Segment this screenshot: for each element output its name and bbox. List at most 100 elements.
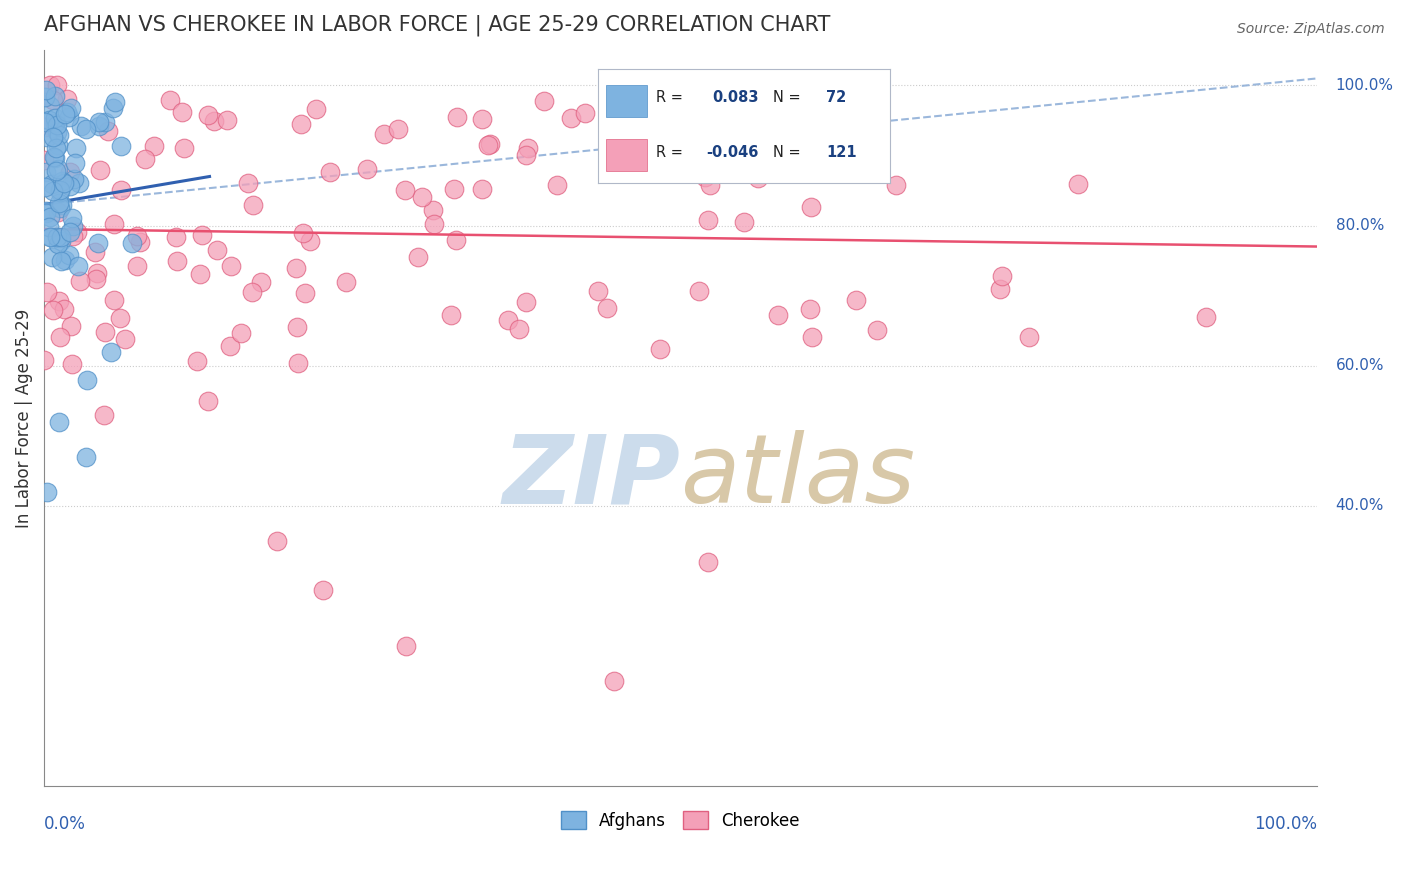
Point bbox=[67, 176, 90, 190]
Point bbox=[44, 151, 66, 165]
Point bbox=[205, 244, 228, 258]
Point bbox=[395, 639, 418, 653]
Point bbox=[42, 302, 65, 317]
Point bbox=[34, 115, 56, 129]
Point bbox=[56, 93, 79, 107]
Text: Source: ZipAtlas.com: Source: ZipAtlas.com bbox=[1237, 22, 1385, 37]
Point bbox=[34, 89, 56, 103]
Point bbox=[287, 356, 309, 370]
Point bbox=[46, 237, 69, 252]
Point bbox=[219, 260, 242, 274]
Point bbox=[215, 113, 238, 128]
Point bbox=[62, 229, 84, 244]
Point bbox=[533, 95, 555, 109]
Point bbox=[1067, 177, 1090, 191]
Point bbox=[87, 115, 110, 129]
Point bbox=[747, 170, 769, 185]
Point bbox=[373, 128, 395, 142]
Point bbox=[39, 210, 62, 224]
Point bbox=[634, 160, 657, 174]
Point bbox=[100, 344, 122, 359]
Point bbox=[49, 254, 72, 268]
Point bbox=[66, 259, 89, 273]
Text: 100.0%: 100.0% bbox=[1254, 815, 1316, 833]
Point bbox=[218, 339, 240, 353]
Point bbox=[285, 319, 308, 334]
Point bbox=[170, 104, 193, 119]
Point bbox=[46, 161, 69, 176]
Point bbox=[37, 130, 59, 145]
Point bbox=[94, 325, 117, 339]
Point bbox=[45, 163, 67, 178]
Point bbox=[45, 140, 67, 154]
Point bbox=[242, 198, 264, 212]
Point bbox=[65, 140, 87, 154]
Point bbox=[39, 78, 62, 93]
Point bbox=[143, 139, 166, 153]
Point bbox=[59, 178, 82, 193]
Point bbox=[84, 245, 107, 260]
Point bbox=[159, 93, 181, 107]
Point bbox=[89, 162, 111, 177]
Point bbox=[103, 293, 125, 308]
Point bbox=[688, 285, 710, 299]
Point bbox=[53, 253, 76, 268]
Point bbox=[62, 172, 84, 186]
Point bbox=[586, 285, 609, 299]
Point bbox=[51, 198, 73, 212]
Point bbox=[298, 234, 321, 248]
Point bbox=[127, 259, 149, 273]
Point bbox=[125, 228, 148, 243]
Point bbox=[470, 112, 492, 126]
Point bbox=[35, 204, 58, 219]
Point bbox=[41, 251, 63, 265]
Point bbox=[166, 253, 188, 268]
Point bbox=[59, 225, 82, 239]
Point bbox=[648, 343, 671, 357]
Point bbox=[44, 111, 66, 125]
Point bbox=[865, 117, 887, 131]
Point bbox=[48, 294, 70, 309]
Point bbox=[515, 148, 537, 162]
Point bbox=[93, 408, 115, 422]
Point bbox=[114, 332, 136, 346]
Point bbox=[110, 183, 132, 197]
Point bbox=[696, 212, 718, 227]
Point bbox=[48, 415, 70, 429]
Point bbox=[56, 104, 79, 119]
Point bbox=[94, 115, 117, 129]
Point bbox=[76, 373, 98, 387]
Text: AFGHAN VS CHEROKEE IN LABOR FORCE | AGE 25-29 CORRELATION CHART: AFGHAN VS CHEROKEE IN LABOR FORCE | AGE … bbox=[44, 15, 831, 37]
Point bbox=[46, 126, 69, 140]
Point bbox=[60, 101, 83, 115]
Point bbox=[1195, 310, 1218, 324]
Text: ZIP: ZIP bbox=[502, 431, 681, 524]
Point bbox=[45, 229, 67, 244]
Y-axis label: In Labor Force | Age 25-29: In Labor Force | Age 25-29 bbox=[15, 309, 32, 528]
Point bbox=[305, 102, 328, 116]
Point bbox=[59, 319, 82, 334]
Point bbox=[173, 141, 195, 155]
Point bbox=[53, 106, 76, 120]
Point bbox=[59, 165, 82, 179]
Point bbox=[508, 322, 530, 336]
Point bbox=[46, 205, 69, 219]
Point bbox=[69, 274, 91, 288]
Point bbox=[866, 323, 889, 337]
Point bbox=[38, 112, 60, 127]
Point bbox=[45, 118, 67, 132]
Point bbox=[574, 106, 596, 120]
Point bbox=[1018, 329, 1040, 343]
Point bbox=[250, 275, 273, 289]
Point bbox=[294, 286, 316, 301]
Point bbox=[202, 114, 225, 128]
Point bbox=[84, 271, 107, 285]
Point bbox=[394, 183, 416, 197]
Point bbox=[165, 230, 187, 244]
Point bbox=[444, 233, 467, 247]
Point bbox=[443, 182, 465, 196]
Point bbox=[478, 137, 501, 152]
Point bbox=[845, 293, 868, 308]
Point bbox=[38, 219, 60, 234]
Point bbox=[87, 236, 110, 251]
